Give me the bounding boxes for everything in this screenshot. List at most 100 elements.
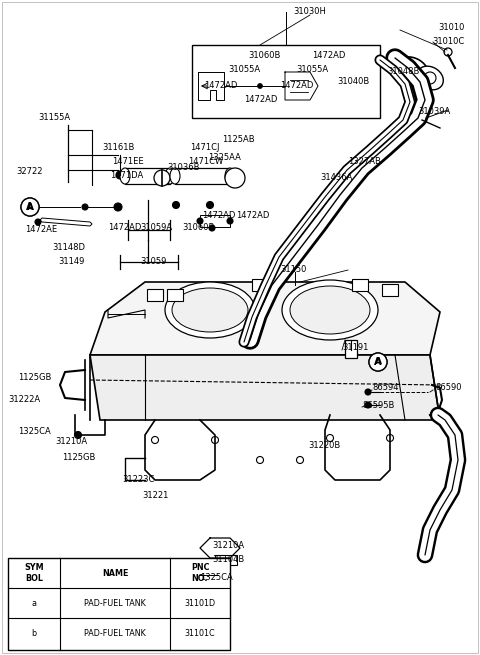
Circle shape: [172, 202, 180, 208]
Text: 31436A: 31436A: [320, 174, 352, 183]
Text: 86590: 86590: [435, 383, 461, 392]
Text: A: A: [26, 202, 34, 212]
Circle shape: [419, 117, 425, 123]
Text: 1327AB: 1327AB: [348, 157, 381, 166]
Text: 32722: 32722: [16, 168, 43, 176]
Text: 31161B: 31161B: [102, 143, 134, 153]
Text: 1472AD: 1472AD: [108, 223, 142, 233]
Text: 86594: 86594: [372, 383, 398, 392]
Text: 1472AD: 1472AD: [236, 210, 269, 219]
Text: 1471DA: 1471DA: [110, 172, 143, 181]
Text: 1472AD: 1472AD: [204, 81, 238, 90]
Text: 31223C: 31223C: [122, 476, 155, 485]
Text: PNC
NO.: PNC NO.: [191, 563, 209, 583]
Circle shape: [197, 218, 203, 224]
Text: 1125AB: 1125AB: [222, 136, 254, 145]
Text: 31222A: 31222A: [8, 396, 40, 405]
Text: A: A: [374, 358, 382, 367]
Ellipse shape: [165, 282, 255, 338]
Circle shape: [154, 170, 170, 186]
Circle shape: [424, 72, 436, 84]
Text: PAD-FUEL TANK: PAD-FUEL TANK: [84, 629, 146, 637]
Text: b: b: [31, 629, 36, 637]
Text: 31191: 31191: [342, 343, 368, 352]
Text: 31036B: 31036B: [167, 164, 200, 172]
Bar: [345, 340, 357, 358]
Circle shape: [444, 48, 452, 56]
Circle shape: [369, 353, 387, 371]
Circle shape: [116, 171, 124, 179]
Bar: [175, 168, 230, 184]
Bar: [215, 555, 237, 565]
Text: 31059A: 31059A: [140, 223, 172, 233]
Circle shape: [326, 434, 334, 441]
Text: 31101C: 31101C: [185, 629, 216, 637]
Ellipse shape: [120, 168, 130, 184]
Text: 1472AD: 1472AD: [244, 96, 277, 105]
Circle shape: [21, 198, 39, 216]
Bar: [252, 279, 268, 291]
Circle shape: [209, 225, 215, 231]
Text: 31010: 31010: [438, 24, 464, 33]
Text: 31155A: 31155A: [38, 113, 70, 122]
Text: 1125GB: 1125GB: [62, 453, 96, 462]
Circle shape: [227, 218, 233, 224]
Ellipse shape: [172, 288, 248, 332]
Bar: [125, 168, 170, 184]
Text: PAD-FUEL TANK: PAD-FUEL TANK: [84, 599, 146, 607]
Bar: [200, 215, 230, 227]
Text: 31060B: 31060B: [182, 223, 215, 233]
Text: 1471CW: 1471CW: [188, 157, 223, 166]
Circle shape: [82, 204, 88, 210]
Circle shape: [369, 353, 387, 371]
Ellipse shape: [225, 168, 235, 184]
Circle shape: [223, 573, 227, 577]
Circle shape: [212, 436, 218, 443]
Ellipse shape: [170, 168, 180, 184]
Bar: [167, 289, 183, 301]
Text: 31060B: 31060B: [248, 50, 280, 60]
Text: A: A: [26, 202, 34, 212]
Text: A: A: [374, 357, 382, 367]
Text: 1472AD: 1472AD: [202, 210, 235, 219]
Circle shape: [365, 389, 371, 395]
Circle shape: [74, 432, 82, 438]
Bar: [147, 289, 163, 301]
Circle shape: [220, 570, 230, 580]
Text: NAME: NAME: [102, 569, 128, 578]
Text: 31101D: 31101D: [184, 599, 216, 607]
Text: 31059: 31059: [140, 257, 167, 267]
Bar: [8, 558, 230, 650]
Text: 31221: 31221: [142, 491, 168, 500]
Text: 1325CA: 1325CA: [18, 428, 51, 436]
Bar: [352, 279, 368, 291]
Text: 1325AA: 1325AA: [208, 153, 241, 162]
Text: 31040B: 31040B: [337, 77, 369, 86]
Text: 1472AD: 1472AD: [280, 81, 313, 90]
Bar: [382, 284, 398, 296]
Circle shape: [35, 219, 41, 225]
Polygon shape: [90, 355, 440, 420]
Text: 31210A: 31210A: [212, 540, 244, 550]
Text: 1472AD: 1472AD: [312, 50, 346, 60]
Text: 31055A: 31055A: [296, 66, 328, 75]
Text: 31048B: 31048B: [387, 67, 420, 77]
Text: 1125GB: 1125GB: [18, 373, 51, 383]
Text: SYM
BOL: SYM BOL: [24, 563, 44, 583]
Text: 31010C: 31010C: [432, 37, 464, 47]
Text: 1325CA: 1325CA: [200, 572, 233, 582]
Text: 31055A: 31055A: [228, 66, 260, 75]
Circle shape: [257, 83, 263, 88]
Polygon shape: [90, 282, 440, 355]
Circle shape: [365, 402, 371, 408]
Circle shape: [225, 168, 245, 188]
Text: 1471EE: 1471EE: [112, 157, 144, 166]
Circle shape: [21, 198, 39, 216]
Circle shape: [152, 436, 158, 443]
Ellipse shape: [290, 286, 370, 334]
Circle shape: [386, 434, 394, 441]
Text: 86595B: 86595B: [362, 400, 395, 409]
Ellipse shape: [165, 168, 175, 184]
Circle shape: [206, 202, 214, 208]
Ellipse shape: [282, 280, 378, 340]
